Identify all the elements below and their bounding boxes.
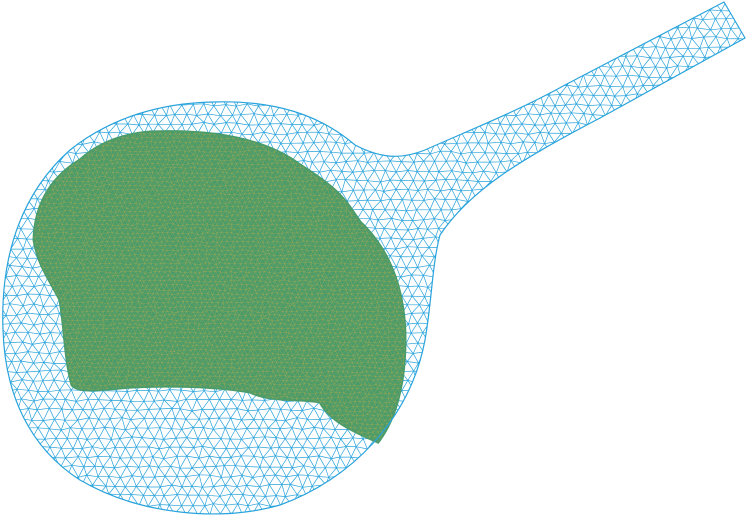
inner-mesh-region xyxy=(32,130,407,444)
